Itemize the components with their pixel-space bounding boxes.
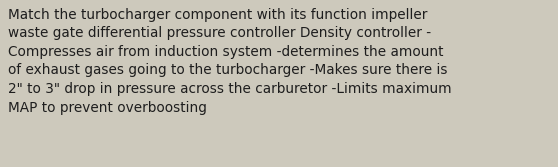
Text: Match the turbocharger component with its function impeller
waste gate different: Match the turbocharger component with it…: [8, 8, 451, 115]
